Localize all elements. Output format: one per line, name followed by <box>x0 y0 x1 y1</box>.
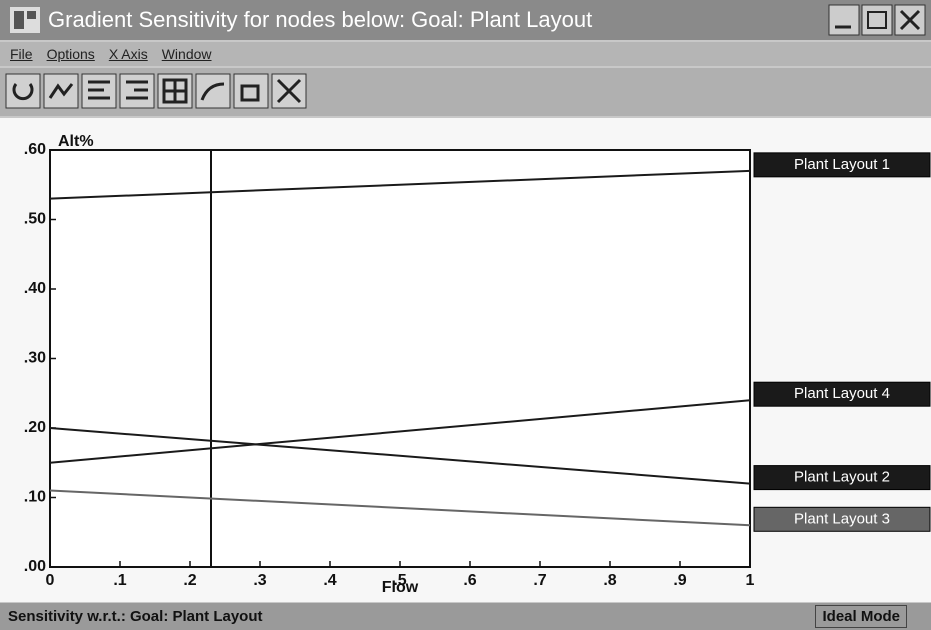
menu-item[interactable]: X Axis <box>109 46 148 62</box>
x-tick-label: .3 <box>253 572 266 589</box>
x-tick-label: 1 <box>746 572 755 589</box>
status-bar: Sensitivity w.r.t.: Goal: Plant Layout I… <box>0 603 931 630</box>
y-tick-label: .50 <box>24 211 46 228</box>
y-tick-label: .00 <box>24 558 46 575</box>
x-tick-label: .4 <box>323 572 336 589</box>
x-tick-label: .9 <box>673 572 686 589</box>
window-controls[interactable] <box>827 3 927 37</box>
x-tick-label: .8 <box>603 572 616 589</box>
legend-label: Plant Layout 4 <box>794 385 890 402</box>
x-tick-label: .5 <box>393 572 406 589</box>
chart: Alt% Flow .00.10.20.30.40.50.600.1.2.3.4… <box>0 118 931 602</box>
y-tick-label: .10 <box>24 489 46 506</box>
x-tick-label: 0 <box>46 572 55 589</box>
x-tick-label: .1 <box>113 572 126 589</box>
legend-label: Plant Layout 3 <box>794 510 890 527</box>
status-text: Sensitivity w.r.t.: Goal: Plant Layout <box>8 603 263 630</box>
x-tick-label: .7 <box>533 572 546 589</box>
x-tick-label: .6 <box>463 572 476 589</box>
app-window: Gradient Sensitivity for nodes below: Go… <box>0 0 931 630</box>
window-title: Gradient Sensitivity for nodes below: Go… <box>48 0 592 40</box>
menu-item[interactable]: File <box>10 46 33 62</box>
y-tick-label: .60 <box>24 141 46 158</box>
y-tick-label: .20 <box>24 419 46 436</box>
menu-item[interactable]: Options <box>47 46 95 62</box>
y-axis-label: Alt% <box>58 133 94 150</box>
menu-item[interactable]: Window <box>162 46 212 62</box>
x-tick-label: .2 <box>183 572 196 589</box>
y-tick-label: .40 <box>24 280 46 297</box>
title-bar: Gradient Sensitivity for nodes below: Go… <box>0 0 931 40</box>
menu-bar: File Options X Axis Window <box>0 42 931 66</box>
mode-indicator: Ideal Mode <box>815 605 907 628</box>
toolbar-buttons[interactable] <box>4 70 324 114</box>
legend-label: Plant Layout 2 <box>794 469 890 486</box>
plot-area <box>50 150 750 567</box>
legend-label: Plant Layout 1 <box>794 156 890 173</box>
y-tick-label: .30 <box>24 350 46 367</box>
toolbar <box>0 68 931 116</box>
app-icon <box>8 5 44 35</box>
